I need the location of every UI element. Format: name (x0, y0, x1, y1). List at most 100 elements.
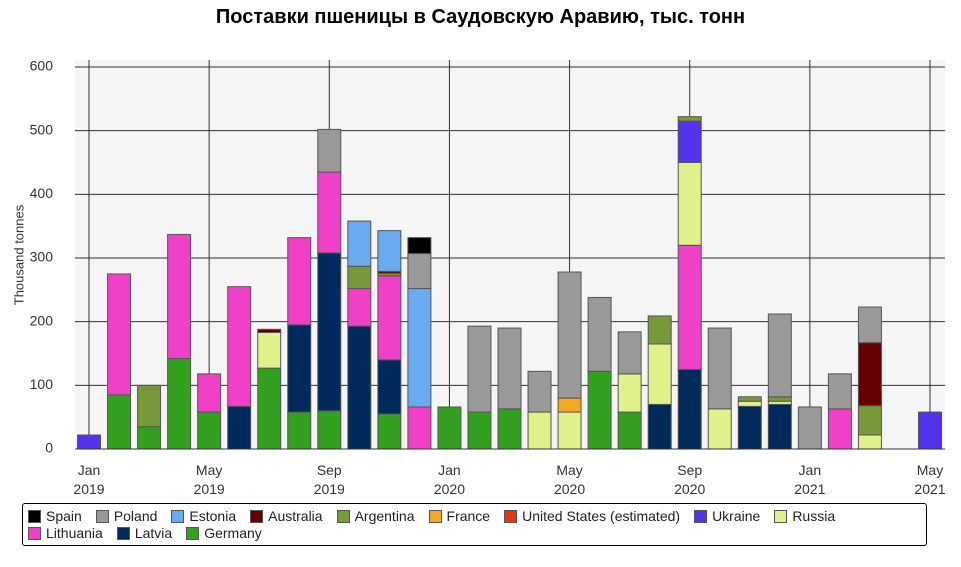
legend-label: Ukraine (712, 508, 761, 524)
legend-label: Germany (204, 525, 262, 541)
legend-swatch (428, 509, 442, 523)
legend-label: Estonia (189, 508, 237, 524)
bar-segment (107, 394, 132, 450)
legend-swatch (694, 509, 708, 523)
legend-item: Spain (28, 508, 82, 524)
bar-segment (257, 367, 282, 450)
bar-segment (767, 396, 792, 402)
x-tick-label: Jan 2020 (433, 462, 465, 497)
bar-segment (527, 370, 552, 413)
bar-segment (407, 237, 432, 255)
bar-segment (347, 325, 372, 450)
bar-segment (707, 408, 732, 450)
legend-item: Lithuania (28, 525, 103, 541)
bar-segment (827, 373, 852, 410)
bar-segment (497, 408, 522, 450)
bar-segment (167, 233, 192, 360)
legend-swatch (116, 526, 130, 540)
y-tick-label: 500 (30, 121, 54, 137)
x-tick-label: Jan 2021 (794, 462, 826, 497)
bar-segment (737, 400, 762, 407)
legend-label: France (446, 508, 491, 524)
chart-title: Поставки пшеницы в Саудовскую Аравию, ты… (215, 6, 746, 28)
x-tick-label: May 2021 (914, 462, 946, 497)
bar-segment (677, 244, 702, 370)
legend-swatch (504, 509, 518, 523)
y-tick-label: 0 (45, 440, 53, 456)
bar-segment (137, 384, 162, 428)
legend: Spain Poland Estonia Australia Argentina Fran… (22, 503, 927, 546)
legend-label: Russia (792, 508, 836, 524)
y-tick-label: 200 (30, 312, 54, 328)
bar-segment (587, 296, 612, 372)
legend-swatch (774, 509, 788, 523)
bar-segment (827, 408, 852, 450)
bar-segment (287, 411, 312, 450)
bar-segment (197, 411, 222, 450)
legend-item: United States (estimated) (504, 508, 680, 524)
bar-segment (677, 162, 702, 246)
bar-segment (707, 327, 732, 410)
bar-segment (407, 288, 432, 408)
legend-label: Australia (268, 508, 323, 524)
x-tick-label: May 2020 (553, 462, 586, 497)
legend-item: Poland (95, 508, 158, 524)
bar-segment (647, 315, 672, 345)
bar-segment (617, 411, 642, 450)
bar-segment (347, 265, 372, 290)
bar-segment (347, 220, 372, 267)
legend-label: United States (estimated) (522, 508, 681, 524)
bar-segment (557, 271, 582, 399)
legend-label: Spain (46, 508, 82, 524)
x-tick-label: Sep 2020 (674, 462, 706, 497)
bar-segment (677, 368, 702, 450)
legend-label: Argentina (354, 508, 415, 524)
legend-swatch (171, 509, 185, 523)
bar-segment (467, 411, 492, 450)
legend-label: Latvia (134, 525, 173, 541)
bar-segment (257, 331, 282, 369)
y-tick-label: 300 (30, 249, 54, 265)
bar-segment (677, 120, 702, 164)
legend-label: Lithuania (46, 525, 103, 541)
legend-label: Poland (113, 508, 158, 524)
bar-segment (797, 406, 822, 450)
bar-segment (857, 306, 882, 344)
legend-item: Estonia (171, 508, 236, 524)
legend-item: Russia (774, 508, 835, 524)
legend-swatch (336, 509, 350, 523)
bar-segment (167, 358, 192, 450)
bar-segment (467, 325, 492, 413)
bar-segment (227, 405, 252, 450)
bar-segment (437, 406, 462, 450)
bar-segment (347, 288, 372, 327)
bar-segment (317, 410, 342, 450)
bar-segment (137, 426, 162, 450)
legend-swatch (250, 509, 264, 523)
x-tick-label: Jan 2019 (73, 462, 105, 497)
bar-segment (767, 403, 792, 450)
legend-swatch (28, 509, 41, 523)
bar-segment (377, 413, 402, 450)
x-tick-label: May 2019 (193, 462, 225, 497)
bar-segment (617, 331, 642, 375)
bar-segment (617, 373, 642, 413)
bar-segment (497, 327, 522, 410)
bar-segment (587, 370, 612, 450)
x-tick-label: Sep 2019 (313, 462, 345, 497)
y-axis-label: Thousand tonnes (11, 204, 26, 305)
legend-item: Latvia (116, 525, 173, 541)
legend-swatch (186, 526, 200, 540)
bar-segment (377, 275, 402, 361)
bar-segment (647, 403, 672, 450)
legend-item: Australia (250, 508, 323, 524)
bar-segment (257, 328, 282, 333)
bar-segment (647, 343, 672, 405)
bar-segment (737, 396, 762, 402)
bar-segment (407, 253, 432, 290)
bar-segment (317, 252, 342, 412)
bar-segment (737, 405, 762, 450)
bar-segment (767, 313, 792, 398)
legend-swatch (95, 509, 109, 523)
